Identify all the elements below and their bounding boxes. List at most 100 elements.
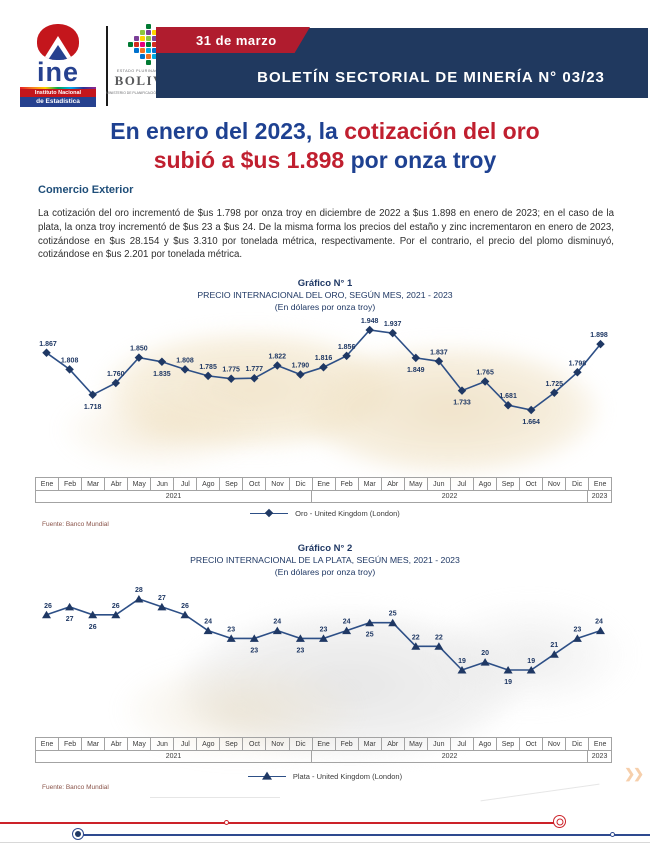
svg-text:1.785: 1.785: [199, 364, 217, 371]
year-cell: 2023: [587, 491, 611, 502]
month-cell: Sep: [495, 738, 519, 750]
month-cell: Mar: [81, 738, 104, 750]
month-cell: Ene: [311, 478, 335, 490]
gold-legend: Oro - United Kingdom (London): [0, 508, 650, 518]
silver-legend: Plata - United Kingdom (London): [0, 771, 650, 781]
svg-text:1.849: 1.849: [407, 367, 425, 374]
ine-label-line1: Instituto Nacional: [20, 88, 96, 97]
ine-label-line2: de Estadística: [20, 96, 96, 107]
gold-legend-label: Oro - United Kingdom (London): [295, 508, 400, 518]
month-cell: Abr: [380, 478, 404, 490]
headline-blue-1: En enero del 2023, la: [110, 118, 338, 144]
footer-red-target-icon: [553, 815, 566, 828]
silver-chart-title: PRECIO INTERNACIONAL DE LA PLATA, SEGÚN …: [190, 555, 460, 565]
gold-x-axis: Ene Feb Mar Abr May Jun Jul Ago Sep Oct Nov Dic Ene F…: [35, 477, 612, 503]
svg-text:23: 23: [320, 626, 328, 633]
svg-text:27: 27: [66, 616, 74, 623]
year-cell: 2023: [587, 751, 611, 762]
footer-blue-circle-icon: [610, 831, 615, 837]
bolivia-ministry: MINISTERIO DE PLANIFICACIÓN DEL DESARROL…: [106, 91, 190, 95]
month-cell: Mar: [81, 478, 104, 490]
month-cell: Dic: [565, 738, 588, 750]
svg-text:1.867: 1.867: [39, 341, 57, 348]
month-cell: May: [403, 738, 427, 750]
silver-chart-number: Gráfico N° 2: [297, 543, 353, 554]
svg-text:1.664: 1.664: [522, 419, 540, 426]
title-banner: 31 de marzo BOLETÍN SECTORIAL DE MINERÍA…: [156, 27, 648, 98]
svg-text:23: 23: [227, 626, 235, 633]
svg-text:25: 25: [366, 632, 374, 639]
date-ribbon-label: 31 de marzo: [196, 32, 277, 48]
month-cell: Oct: [518, 478, 542, 490]
svg-text:19: 19: [458, 658, 466, 665]
month-row: Ene Feb Mar Abr May Jun Jul Ago Sep Oct Nov Dic Ene F…: [35, 737, 612, 751]
month-cell: Ago: [196, 478, 219, 490]
year-cell: 2021: [35, 491, 311, 502]
month-cell: Ago: [472, 478, 496, 490]
chevrons-decoration: ❯❯: [624, 766, 644, 781]
page-title: En enero del 2023, la cotización del oro…: [60, 117, 590, 176]
month-cell: Nov: [542, 738, 565, 750]
month-cell: Ago: [196, 738, 219, 750]
headline-red-1: cotización del oro: [344, 118, 540, 144]
gold-chart-title: PRECIO INTERNACIONAL DEL ORO, SEGÚN MES,…: [197, 290, 453, 300]
silver-line-plot: 26 27 26 26 28 27 26 24 23 23 24 23 23 24 25 25 22 22 19 20…: [35, 587, 612, 739]
gold-chart-number: Gráfico N° 1: [297, 278, 353, 289]
month-cell: Jul: [449, 738, 473, 750]
month-cell: May: [127, 478, 150, 490]
svg-text:1.898: 1.898: [590, 332, 608, 339]
month-cell: Jul: [173, 738, 196, 750]
gold-line-plot: 1.867 1.808 1.718 1.760 1.850 1.835 1.808 1.785…: [35, 318, 612, 470]
footer-blue-line: [78, 834, 650, 836]
month-cell: Nov: [265, 738, 288, 750]
month-cell: Jul: [173, 478, 196, 490]
month-cell: Mar: [357, 478, 381, 490]
ine-logo: ine Instituto Nacional de Estadística: [18, 24, 98, 107]
month-cell: Mar: [357, 738, 381, 750]
svg-text:24: 24: [273, 619, 281, 626]
month-cell: Feb: [58, 738, 81, 750]
month-cell: Oct: [242, 738, 265, 750]
year-cell: 2022: [311, 751, 587, 762]
svg-text:20: 20: [481, 650, 489, 657]
year-cell: 2021: [35, 751, 311, 762]
month-cell: Dic: [288, 478, 312, 490]
svg-text:19: 19: [504, 679, 512, 686]
svg-text:26: 26: [112, 603, 120, 610]
month-cell: May: [127, 738, 150, 750]
svg-text:1.808: 1.808: [61, 357, 79, 364]
svg-text:1.850: 1.850: [130, 346, 148, 353]
month-cell: Ene: [35, 478, 58, 490]
silver-chart-section: Gráfico N° 2 PRECIO INTERNACIONAL DE LA …: [0, 543, 650, 805]
headline-blue-2: por onza troy: [350, 147, 497, 174]
gold-source-note: Fuente: Banco Mundial: [42, 521, 109, 528]
svg-text:1.777: 1.777: [246, 366, 264, 373]
month-cell: Ene: [588, 478, 611, 490]
month-cell: Jun: [426, 738, 450, 750]
month-cell: Nov: [542, 478, 565, 490]
footer-red-line: [0, 822, 560, 824]
svg-text:1.816: 1.816: [315, 355, 333, 362]
svg-text:1.790: 1.790: [292, 363, 310, 370]
month-cell: Abr: [380, 738, 404, 750]
year-row: 2021 2022 2023: [35, 751, 612, 763]
silver-legend-label: Plata - United Kingdom (London): [292, 771, 403, 781]
date-ribbon: 31 de marzo: [156, 27, 310, 53]
svg-text:1.681: 1.681: [499, 393, 517, 400]
svg-text:1.837: 1.837: [430, 349, 448, 356]
svg-text:1.775: 1.775: [222, 367, 240, 374]
headline-red-2: subió a $us 1.898: [153, 147, 345, 174]
body-paragraph: La cotización del oro incrementó de $us …: [38, 208, 614, 261]
month-cell: Feb: [334, 478, 358, 490]
svg-text:1.718: 1.718: [84, 404, 102, 411]
svg-text:26: 26: [44, 603, 52, 610]
svg-text:1.835: 1.835: [153, 371, 171, 378]
svg-text:1.856: 1.856: [338, 344, 356, 351]
svg-text:1.765: 1.765: [476, 370, 494, 377]
month-cell: Ene: [311, 738, 335, 750]
svg-text:1.822: 1.822: [269, 354, 287, 361]
month-cell: Sep: [495, 478, 519, 490]
month-cell: Jun: [426, 478, 450, 490]
svg-text:24: 24: [595, 619, 603, 626]
